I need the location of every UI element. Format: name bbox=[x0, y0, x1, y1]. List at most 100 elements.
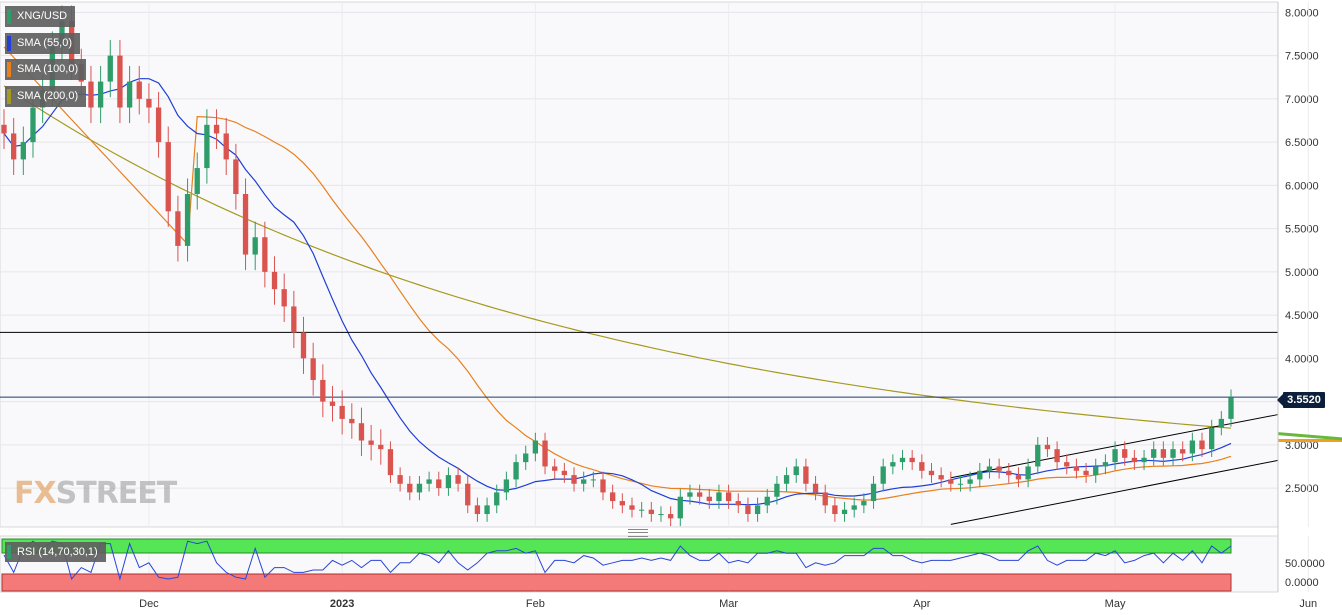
legend-rsi: RSI (14,70,30,1) bbox=[5, 542, 106, 562]
y-tick-label: 6.5000 bbox=[1285, 137, 1319, 149]
candle-body bbox=[977, 470, 983, 480]
candle-body bbox=[1170, 449, 1176, 458]
candle-body bbox=[1180, 449, 1186, 454]
y-tick-label: 4.0000 bbox=[1285, 353, 1319, 365]
candle-body bbox=[445, 475, 452, 489]
candle-body bbox=[397, 475, 403, 484]
candle-body bbox=[919, 462, 925, 471]
candle-body bbox=[667, 514, 674, 519]
y-tick-label: 2.5000 bbox=[1285, 483, 1319, 495]
candle-body bbox=[204, 124, 210, 169]
y-tick-label: 6.0000 bbox=[1285, 180, 1319, 192]
candle-body bbox=[252, 237, 258, 255]
sma200-line bbox=[3, 85, 1232, 429]
y-tick-label: 7.0000 bbox=[1285, 94, 1319, 106]
x-tick-label: Feb bbox=[526, 598, 545, 610]
candle-body bbox=[1131, 457, 1138, 463]
candle-body bbox=[484, 505, 490, 515]
candle-body bbox=[242, 194, 249, 255]
candle-body bbox=[1209, 427, 1215, 450]
candle-body bbox=[1093, 466, 1099, 476]
candle-body bbox=[803, 466, 809, 484]
candle-body bbox=[706, 496, 712, 502]
candle-body bbox=[262, 237, 268, 272]
candle-body bbox=[329, 401, 336, 406]
candle-body bbox=[735, 501, 741, 506]
main-plot-area bbox=[0, 1, 1279, 528]
candle-body bbox=[861, 501, 867, 506]
candle-body bbox=[783, 475, 790, 484]
pane-resize-handle[interactable] bbox=[628, 529, 648, 537]
candle-body bbox=[909, 457, 915, 463]
candle-body bbox=[194, 168, 200, 195]
x-tick-label: Apr bbox=[913, 598, 930, 610]
candle-body bbox=[1015, 475, 1022, 480]
candle-body bbox=[851, 505, 857, 510]
x-tick-label: Dec bbox=[139, 598, 159, 610]
candle-body bbox=[320, 379, 326, 402]
candle-body bbox=[1083, 470, 1089, 476]
candle-body bbox=[1199, 440, 1205, 450]
candle-body bbox=[1189, 440, 1196, 454]
candle-body bbox=[832, 505, 838, 515]
candle-body bbox=[687, 492, 693, 497]
candle-body bbox=[465, 483, 471, 506]
candle-body bbox=[126, 81, 133, 108]
channel-lower-line bbox=[950, 459, 1279, 525]
candle-body bbox=[1151, 449, 1157, 458]
candle-body bbox=[407, 483, 413, 493]
candle-body bbox=[764, 496, 770, 506]
legend-sma200: SMA (200,0) bbox=[5, 86, 87, 107]
candle-body bbox=[610, 492, 616, 502]
candle-body bbox=[291, 306, 297, 333]
candle-body bbox=[754, 505, 761, 515]
candle-body bbox=[11, 133, 17, 160]
candle-body bbox=[310, 358, 316, 380]
legend-symbol: XNG/USD bbox=[5, 6, 76, 27]
candle-body bbox=[1054, 449, 1060, 463]
candle-body bbox=[455, 475, 461, 484]
candle-body bbox=[841, 509, 848, 515]
candle-body bbox=[948, 479, 954, 484]
x-tick-label: May bbox=[1105, 598, 1126, 610]
candle-body bbox=[233, 159, 239, 195]
candle-body bbox=[822, 492, 828, 506]
candle-body bbox=[890, 462, 896, 467]
candle-body bbox=[552, 466, 558, 471]
candle-body bbox=[793, 466, 799, 476]
candle-body bbox=[928, 470, 935, 476]
y-tick-label: 8.0000 bbox=[1285, 7, 1319, 19]
x-tick-label: Jun bbox=[1299, 598, 1317, 610]
candle-body bbox=[281, 289, 287, 307]
y-tick-label: 7.5000 bbox=[1285, 51, 1319, 63]
candle-body bbox=[378, 444, 384, 450]
candle-body bbox=[590, 479, 597, 481]
candle-body bbox=[658, 514, 664, 516]
candle-body bbox=[725, 492, 732, 502]
candle-body bbox=[1006, 470, 1012, 476]
candle-body bbox=[581, 479, 587, 484]
current-price-tag: 3.5520 bbox=[1277, 392, 1325, 408]
candle-body bbox=[300, 332, 307, 359]
candle-body bbox=[638, 509, 645, 511]
candle-body bbox=[542, 440, 548, 467]
candle-body bbox=[1112, 449, 1118, 463]
candle-body bbox=[494, 492, 500, 506]
rsi-tick-label: 0.0000 bbox=[1285, 577, 1319, 589]
candle-body bbox=[880, 466, 886, 484]
candle-body bbox=[30, 107, 36, 143]
candle-body bbox=[1122, 449, 1128, 458]
rsi-line bbox=[3, 540, 1232, 581]
candle-body bbox=[426, 479, 432, 484]
rsi-oversold-band bbox=[1, 573, 1232, 592]
rsi-tick-label: 50.0000 bbox=[1285, 558, 1325, 570]
candle-body bbox=[677, 496, 683, 519]
candle-body bbox=[648, 509, 654, 515]
candle-body bbox=[223, 133, 229, 160]
candle-body bbox=[184, 194, 191, 246]
candle-body bbox=[97, 81, 104, 108]
candle-body bbox=[107, 55, 113, 82]
candle-body bbox=[213, 124, 220, 134]
candle-body bbox=[1025, 466, 1031, 480]
